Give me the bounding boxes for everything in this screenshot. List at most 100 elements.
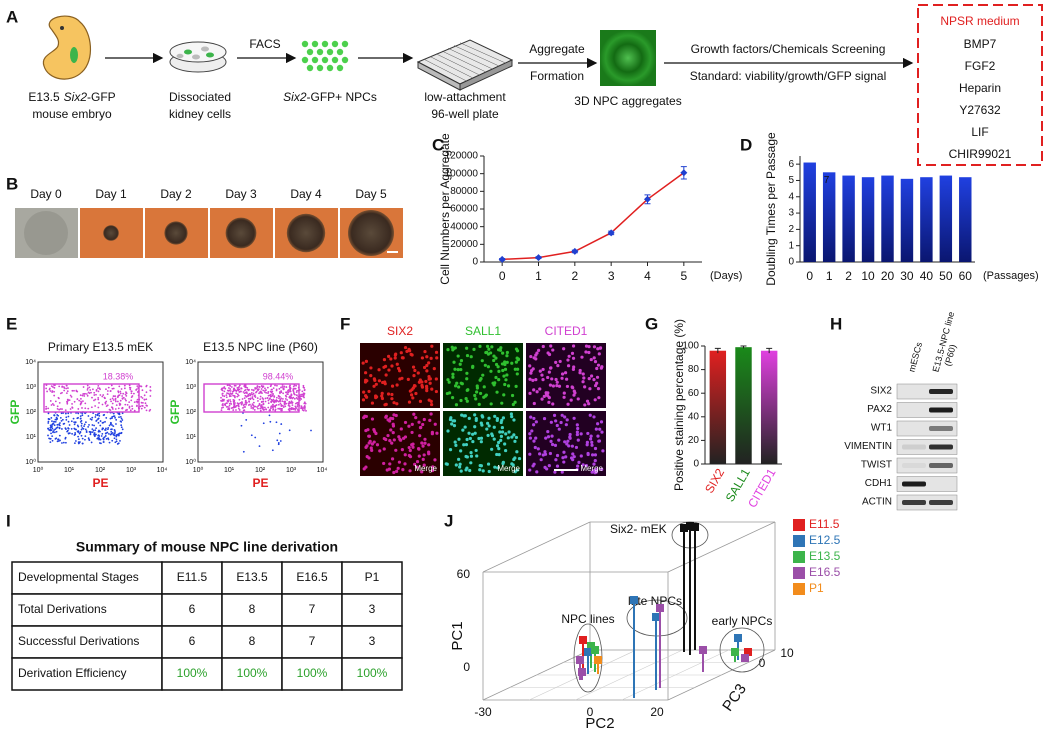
cell-dot — [231, 392, 234, 395]
nucleus — [412, 412, 416, 416]
nucleus — [544, 391, 548, 395]
nucleus — [394, 413, 398, 418]
nucleus — [395, 402, 399, 406]
cell-dot — [261, 386, 264, 389]
nucleus — [398, 377, 402, 381]
nucleus — [555, 453, 560, 458]
cell-dot — [140, 407, 143, 410]
cell-dot — [269, 408, 271, 411]
cell-dot — [252, 398, 255, 401]
nucleus — [495, 444, 500, 448]
cell-dot — [57, 438, 60, 441]
cell-dot — [94, 398, 97, 401]
nucleus — [365, 444, 369, 448]
cell-dot — [67, 427, 70, 429]
nucleus — [374, 431, 378, 436]
cell-dot — [242, 409, 245, 412]
nucleus — [592, 415, 596, 419]
panel-letter: D — [740, 135, 752, 154]
cell-dot — [49, 400, 52, 402]
nucleus — [500, 425, 504, 430]
nucleus — [537, 348, 541, 352]
cell-dot — [105, 417, 108, 419]
cell-dot — [115, 404, 118, 407]
nucleus — [364, 414, 368, 419]
cell-dot — [60, 428, 63, 430]
medium-item: Heparin — [959, 81, 1001, 95]
x-tick-label: 10¹ — [224, 467, 235, 474]
nucleus — [481, 415, 485, 419]
cell-dot — [278, 387, 281, 390]
cell-dot — [287, 391, 290, 394]
nucleus — [428, 418, 432, 422]
cell-dot — [45, 405, 48, 408]
legend-label: E12.5 — [809, 533, 841, 547]
cell-dot — [240, 387, 243, 390]
nucleus — [411, 442, 415, 446]
nucleus — [540, 397, 544, 401]
npc-icon — [301, 40, 349, 72]
nucleus — [456, 354, 460, 358]
nucleus — [430, 468, 435, 473]
nucleus — [485, 344, 490, 349]
cell-dot — [136, 385, 139, 388]
cell-dot — [233, 406, 236, 409]
label-part: Six2 — [283, 90, 307, 104]
nucleus — [420, 356, 425, 360]
cell-dot — [128, 401, 131, 404]
cell-dot — [82, 393, 85, 395]
nucleus — [388, 462, 392, 466]
cell-dot — [68, 432, 71, 435]
cell-dot — [250, 407, 253, 409]
legend-label: P1 — [809, 581, 824, 595]
cell-dot — [269, 390, 272, 393]
step-label: FACS — [249, 37, 280, 51]
cell-dot — [288, 400, 291, 403]
nucleus — [480, 423, 484, 427]
nucleus — [596, 422, 600, 426]
table-cell — [341, 657, 403, 691]
nucleus — [564, 423, 568, 427]
cell-dot — [57, 440, 60, 442]
blot-band — [902, 444, 926, 450]
nucleus — [563, 415, 567, 419]
nucleus — [486, 365, 490, 369]
cell-dot — [230, 403, 233, 405]
cell-dot — [49, 441, 52, 443]
npc-dot — [336, 64, 344, 72]
nucleus — [458, 462, 462, 466]
nucleus — [471, 439, 475, 444]
cell-dot — [227, 406, 229, 408]
cell-dot — [140, 385, 142, 388]
cell-dot — [275, 404, 278, 406]
cell-dot — [271, 394, 274, 397]
nucleus — [459, 359, 464, 363]
x-tick-label: 3 — [608, 269, 615, 283]
cell-dot — [59, 392, 62, 395]
nucleus — [506, 384, 511, 388]
cell-dot — [84, 402, 87, 405]
cell-dot — [119, 432, 121, 435]
cell-dot — [252, 401, 255, 404]
cell-dot — [234, 396, 236, 399]
nucleus — [450, 396, 455, 400]
npc-dot — [316, 64, 324, 72]
nucleus — [565, 377, 569, 381]
cell-dot — [98, 437, 101, 440]
nucleus — [541, 377, 545, 382]
point — [576, 656, 584, 664]
cell-dot — [258, 392, 260, 395]
nucleus — [390, 384, 395, 388]
nucleus — [369, 366, 373, 370]
cell-dot — [226, 389, 229, 392]
nucleus — [600, 365, 604, 369]
nucleus — [383, 382, 387, 386]
nucleus — [597, 352, 601, 356]
cell-dot — [285, 395, 288, 398]
step-label: 96-well plate — [431, 107, 499, 121]
cell-dot — [65, 418, 68, 421]
npc-dot — [311, 40, 319, 48]
cell-dot — [65, 392, 68, 395]
cell-dot — [64, 412, 67, 415]
cell-dot — [141, 397, 144, 399]
